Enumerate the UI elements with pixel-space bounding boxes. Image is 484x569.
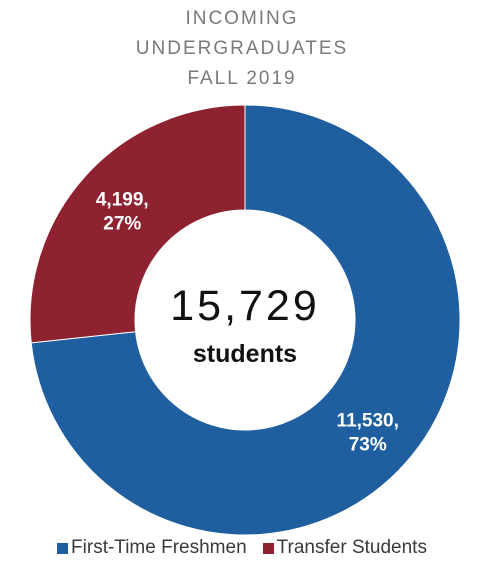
legend-item-transfer-students: Transfer Students xyxy=(262,537,427,559)
data-label-value-first-time-freshmen: 11,530, xyxy=(337,410,399,431)
legend-swatch-transfer-students xyxy=(262,542,274,554)
slice-transfer-students xyxy=(29,104,246,344)
data-label-percent-transfer-students: 27% xyxy=(103,214,141,235)
data-labels: 11,530, 73% 4,199, 27% xyxy=(96,190,399,456)
center-unit: students xyxy=(193,340,297,368)
center-total: 15,729 xyxy=(170,282,320,330)
legend-swatch-first-time-freshmen xyxy=(57,542,69,554)
chart-title-line-3: FALL 2019 xyxy=(187,68,297,89)
donut-slices xyxy=(29,104,461,536)
legend-label-transfer-students: Transfer Students xyxy=(276,537,427,558)
chart-title-line-1: INCOMING xyxy=(185,8,299,29)
slice-first-time-freshmen xyxy=(30,104,461,536)
legend-item-first-time-freshmen: First-Time Freshmen xyxy=(57,537,247,559)
chart-title: INCOMING UNDERGRADUATES FALL 2019 xyxy=(0,4,484,94)
legend-label-first-time-freshmen: First-Time Freshmen xyxy=(71,537,247,558)
data-label-percent-first-time-freshmen: 73% xyxy=(349,434,387,455)
legend: First-Time Freshmen Transfer Students xyxy=(0,537,484,559)
data-label-value-transfer-students: 4,199, xyxy=(96,190,149,211)
chart-title-line-2: UNDERGRADUATES xyxy=(135,38,349,59)
